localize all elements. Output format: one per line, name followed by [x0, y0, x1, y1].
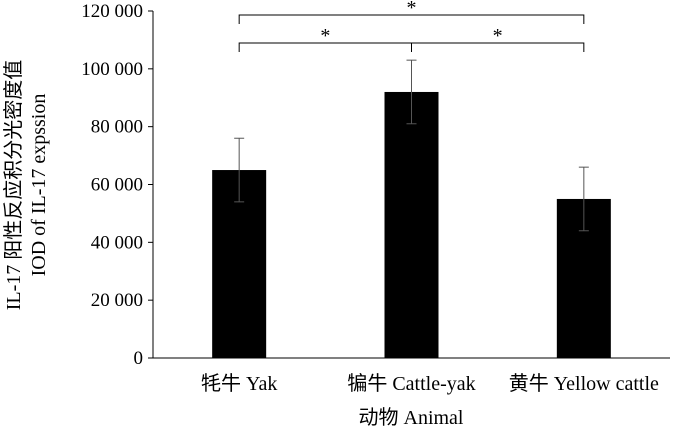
category-label: 犏牛 Cattle-yak: [347, 372, 475, 395]
y-tick-label: 100 000: [81, 59, 143, 80]
y-axis-title: IL-17 阳性反应积分光密度值 IOD of IL-17 expssion: [2, 60, 50, 311]
category-label: 牦牛 Yak: [201, 372, 277, 395]
category-label: 黄牛 Yellow cattle: [509, 372, 659, 395]
bar: [384, 91, 439, 358]
y-axis: 0 20 000 40 000 60 000 80 000 100 000 120 000: [81, 1, 154, 369]
significance-bracket: [238, 14, 585, 24]
significance-label: *: [320, 25, 330, 47]
significance-bracket: [411, 42, 585, 52]
y-tick-label: 40 000: [91, 232, 143, 253]
y-axis-title-line-1: IL-17 阳性反应积分光密度值: [2, 60, 25, 311]
y-tick-label: 60 000: [91, 175, 143, 196]
x-axis-title: 动物 Animal: [359, 406, 464, 429]
category-labels: 牦牛 Yak 犏牛 Cattle-yak 黄牛 Yellow cattle: [201, 372, 659, 395]
significance-label: *: [493, 25, 503, 47]
significance-brackets: * * *: [238, 0, 585, 52]
error-bars: [234, 59, 589, 232]
y-axis-title-line-2: IOD of IL-17 expssion: [28, 94, 50, 277]
y-tick-label: 120 000: [81, 1, 143, 22]
significance-label: *: [407, 0, 417, 19]
y-tick-label: 80 000: [91, 117, 143, 138]
bars: [212, 91, 611, 358]
y-tick-label: 20 000: [91, 290, 143, 311]
y-tick-label: 0: [134, 348, 144, 369]
